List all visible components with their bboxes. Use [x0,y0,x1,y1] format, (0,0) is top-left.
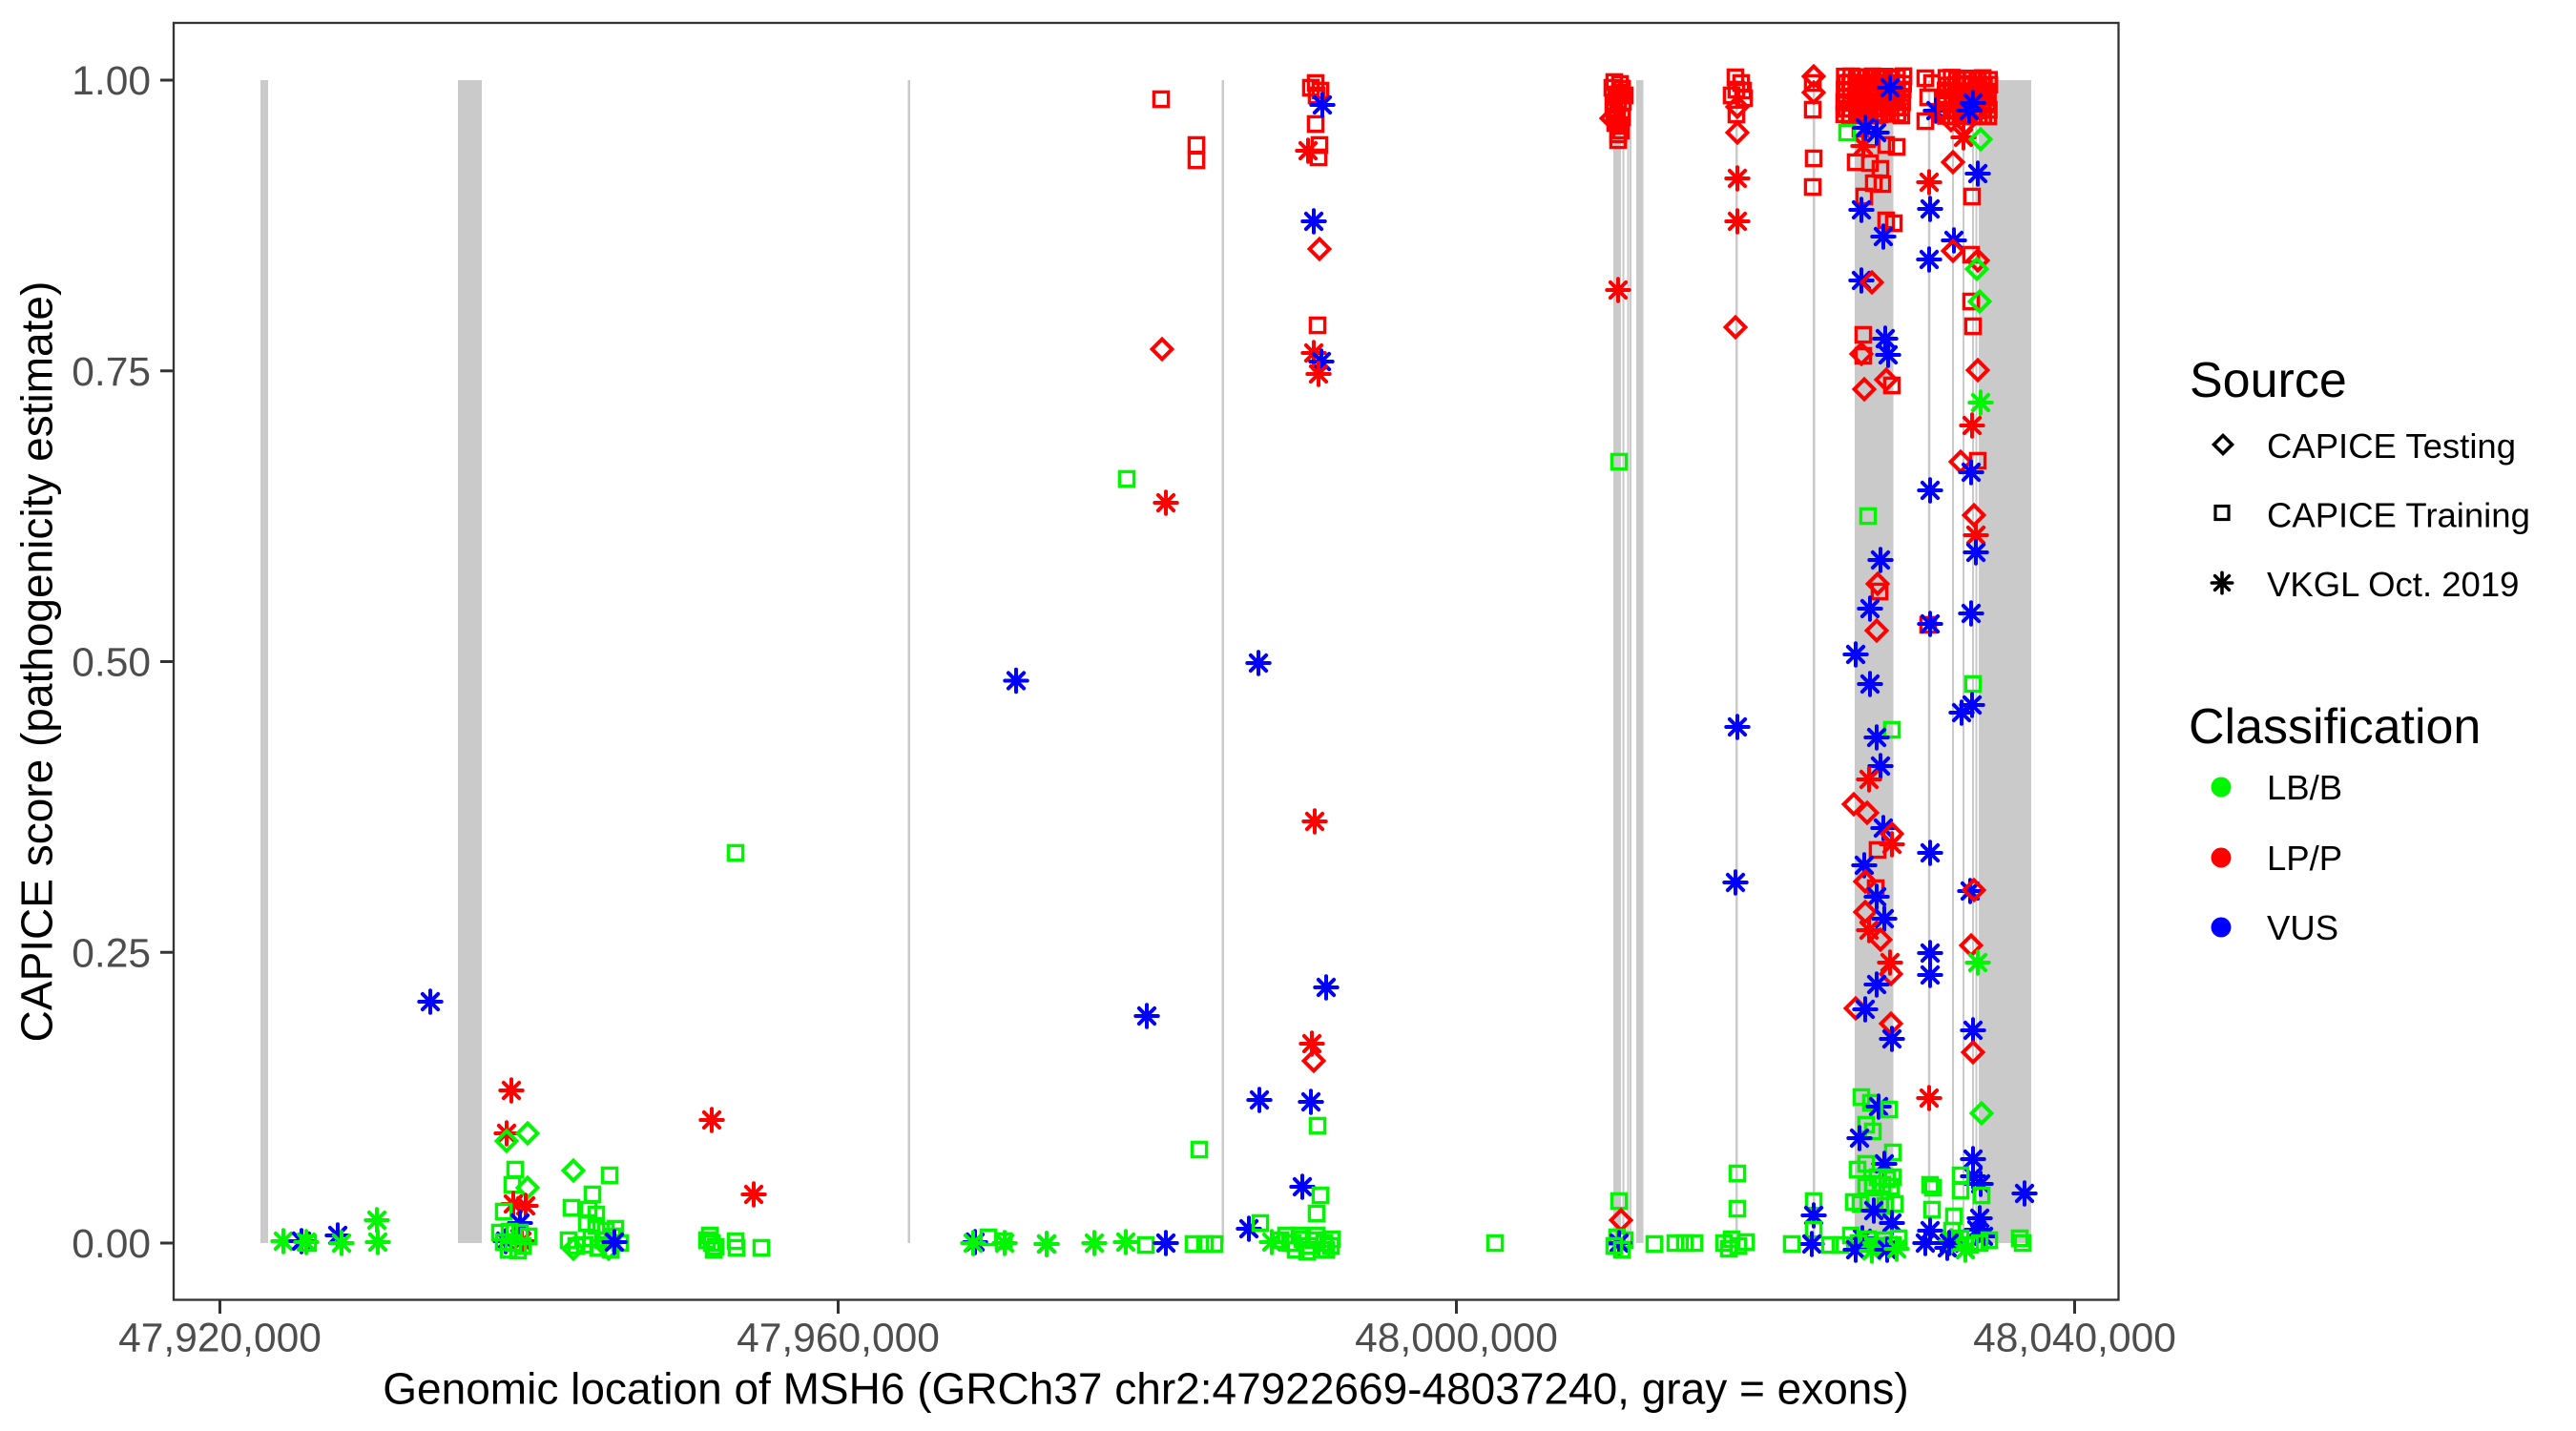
svg-text:48,040,000: 48,040,000 [1973,1317,2176,1361]
svg-text:Source: Source [2190,353,2347,408]
svg-text:VUS: VUS [2267,908,2338,947]
svg-text:0.25: 0.25 [72,931,151,976]
svg-text:Classification: Classification [2189,699,2481,755]
svg-text:LP/P: LP/P [2267,839,2342,878]
svg-text:48,000,000: 48,000,000 [1355,1317,1558,1361]
svg-text:CAPICE score (pathogenicity es: CAPICE score (pathogenicity estimate) [12,281,62,1043]
svg-text:LB/B: LB/B [2267,768,2342,807]
svg-text:CAPICE Training: CAPICE Training [2267,496,2530,535]
svg-text:0.50: 0.50 [72,641,151,686]
svg-text:VKGL Oct. 2019: VKGL Oct. 2019 [2267,565,2519,604]
svg-text:CAPICE Testing: CAPICE Testing [2267,426,2516,466]
svg-text:47,920,000: 47,920,000 [118,1317,322,1361]
svg-text:47,960,000: 47,960,000 [737,1317,940,1361]
svg-text:Genomic location of MSH6 (GRCh: Genomic location of MSH6 (GRCh37 chr2:47… [383,1364,1908,1414]
svg-text:0.75: 0.75 [72,350,151,395]
svg-text:1.00: 1.00 [72,59,151,104]
svg-text:0.00: 0.00 [72,1222,151,1267]
